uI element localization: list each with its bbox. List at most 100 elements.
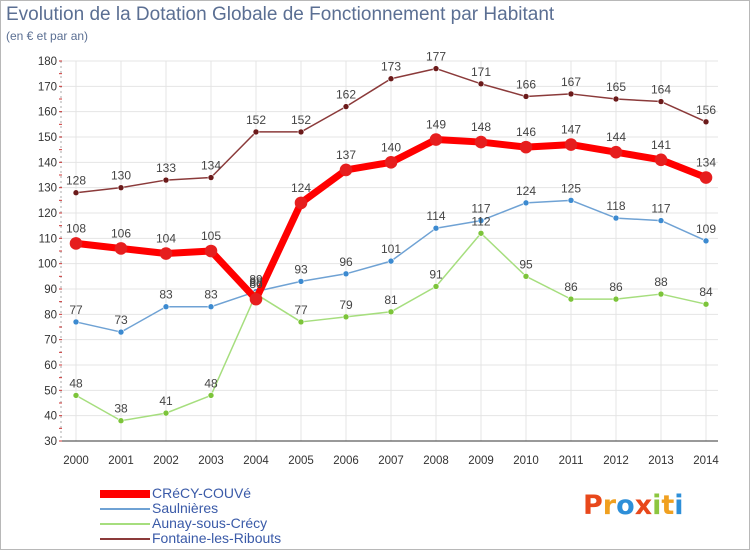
data-point xyxy=(159,247,173,260)
data-label: 95 xyxy=(519,257,533,271)
data-point xyxy=(207,392,215,399)
data-label: 105 xyxy=(201,229,221,243)
data-label: 125 xyxy=(561,181,581,195)
data-label: 118 xyxy=(606,199,625,213)
x-tick-label: 2010 xyxy=(513,455,539,467)
data-label: 164 xyxy=(651,83,671,97)
data-point xyxy=(567,295,575,303)
y-tick-label: 150 xyxy=(38,132,57,144)
data-label: 86 xyxy=(609,280,623,294)
logo-letter: r xyxy=(602,490,617,521)
data-label: 79 xyxy=(339,298,353,312)
data-point xyxy=(564,138,578,151)
data-label: 144 xyxy=(606,130,626,144)
data-point xyxy=(612,295,620,303)
data-label: 89 xyxy=(249,273,263,287)
data-point xyxy=(342,313,350,321)
data-label: 73 xyxy=(114,313,128,327)
x-tick-label: 2008 xyxy=(423,455,449,467)
data-point xyxy=(699,171,713,184)
legend-swatch xyxy=(100,490,150,498)
data-point xyxy=(654,153,668,167)
data-label: 177 xyxy=(426,50,446,64)
x-tick-label: 2004 xyxy=(243,455,269,467)
legend-label: Fontaine-les-Ribouts xyxy=(152,530,282,546)
data-point xyxy=(162,176,170,184)
data-point xyxy=(477,229,485,237)
data-point xyxy=(384,156,398,169)
logo-letter: i xyxy=(652,490,662,521)
data-point xyxy=(387,308,395,316)
data-label: 124 xyxy=(291,181,311,195)
data-label: 140 xyxy=(381,140,401,154)
data-label: 147 xyxy=(561,123,581,137)
data-label: 41 xyxy=(159,394,173,408)
chart-title: Evolution de la Dotation Globale de Fonc… xyxy=(6,4,555,25)
data-label: 86 xyxy=(249,277,263,291)
logo-letter: t xyxy=(661,490,675,521)
data-point xyxy=(297,318,305,326)
data-label: 77 xyxy=(294,303,308,317)
data-point xyxy=(657,290,665,298)
data-label: 93 xyxy=(294,262,308,276)
x-tick-label: 2002 xyxy=(153,455,179,467)
y-tick-label: 40 xyxy=(44,411,57,423)
x-tick-label: 2000 xyxy=(63,455,89,467)
legend-swatch xyxy=(100,538,150,540)
data-point xyxy=(432,65,440,72)
x-tick-label: 2012 xyxy=(603,455,629,467)
data-point xyxy=(297,128,305,136)
data-point xyxy=(249,292,263,306)
data-point xyxy=(702,300,710,308)
data-label: 106 xyxy=(111,226,131,240)
data-label: 48 xyxy=(204,376,218,390)
data-point xyxy=(387,75,395,83)
data-label: 124 xyxy=(516,184,536,198)
data-point xyxy=(162,409,170,417)
legend-label: CRéCY-COUVé xyxy=(152,485,252,501)
data-point xyxy=(609,145,623,159)
data-point xyxy=(117,328,125,336)
data-point xyxy=(474,135,488,149)
y-tick-label: 130 xyxy=(38,183,57,195)
x-tick-label: 2003 xyxy=(198,455,224,467)
data-point xyxy=(162,303,170,311)
data-point xyxy=(297,278,305,285)
y-tick-label: 80 xyxy=(44,309,57,321)
data-point xyxy=(294,196,308,210)
data-label: 117 xyxy=(651,202,670,216)
data-point xyxy=(342,103,350,110)
logo-letter: x xyxy=(634,490,653,521)
data-point xyxy=(72,392,80,399)
y-tick-label: 160 xyxy=(38,107,57,119)
data-label: 166 xyxy=(516,77,536,91)
y-tick-label: 70 xyxy=(44,335,57,347)
y-tick-label: 180 xyxy=(38,56,57,68)
data-label: 96 xyxy=(339,255,353,269)
data-label: 128 xyxy=(66,174,86,188)
data-point xyxy=(72,189,80,197)
data-point xyxy=(477,80,485,88)
data-point xyxy=(342,270,350,278)
data-label: 101 xyxy=(381,242,401,256)
data-point xyxy=(252,128,260,136)
data-label: 109 xyxy=(696,222,716,236)
legend-label: Saulnières xyxy=(152,500,219,516)
x-tick-label: 2014 xyxy=(693,455,719,467)
data-label: 165 xyxy=(606,80,626,94)
y-tick-label: 120 xyxy=(38,208,57,220)
legend-swatch xyxy=(100,523,150,525)
data-label: 141 xyxy=(651,138,671,152)
data-point xyxy=(207,174,215,181)
data-point xyxy=(477,217,485,224)
y-tick-label: 100 xyxy=(38,259,57,271)
data-point xyxy=(567,197,575,204)
data-label: 162 xyxy=(336,88,356,102)
data-point xyxy=(207,303,215,311)
data-point xyxy=(612,214,620,222)
y-tick-label: 90 xyxy=(44,284,57,296)
legend-swatch xyxy=(100,508,150,510)
data-label: 88 xyxy=(249,275,263,289)
data-label: 83 xyxy=(159,288,173,302)
proxiti-logo: Proxiti xyxy=(583,490,684,521)
